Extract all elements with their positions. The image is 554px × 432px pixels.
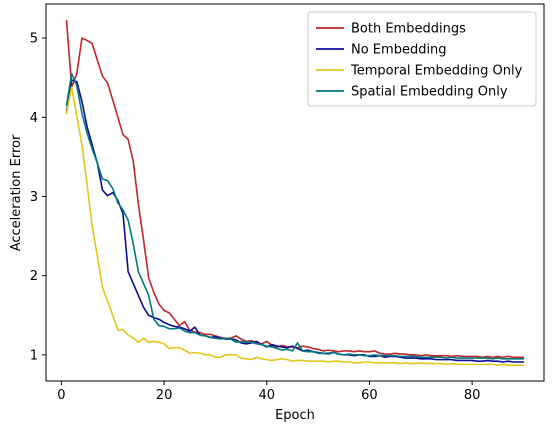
legend-label-0: Both Embeddings [351,22,466,37]
legend-label-3: Spatial Embedding Only [351,85,508,100]
plot-area-frame [45,3,545,382]
x-tick-label: 20 [156,388,173,403]
x-tick-label: 0 [57,388,65,403]
y-tick-label: 2 [30,269,38,284]
legend: Both Embeddings No Embedding Temporal Embe… [307,11,537,107]
x-axis-label: Epoch [275,408,315,423]
y-tick-label: 3 [30,190,38,205]
y-axis-ticks: 1 2 3 4 5 [30,32,46,363]
y-tick-label: 1 [30,348,38,363]
legend-frame [307,11,537,107]
plot-lines [65,19,525,366]
x-tick-label: 40 [258,388,275,403]
series-line-3 [65,72,525,360]
x-axis-ticks: 0 20 40 60 80 [57,381,480,403]
y-axis-label: Acceleration Error [9,134,24,251]
series-line-1 [65,79,525,363]
x-tick-label: 60 [361,388,378,403]
y-tick-label: 4 [30,111,38,126]
series-line-2 [65,86,525,366]
y-tick-label: 5 [30,32,38,47]
legend-entries: Both Embeddings No Embedding Temporal Embe… [316,22,523,100]
legend-label-2: Temporal Embedding Only [350,64,523,79]
x-tick-label: 80 [464,388,481,403]
legend-label-1: No Embedding [351,43,447,58]
